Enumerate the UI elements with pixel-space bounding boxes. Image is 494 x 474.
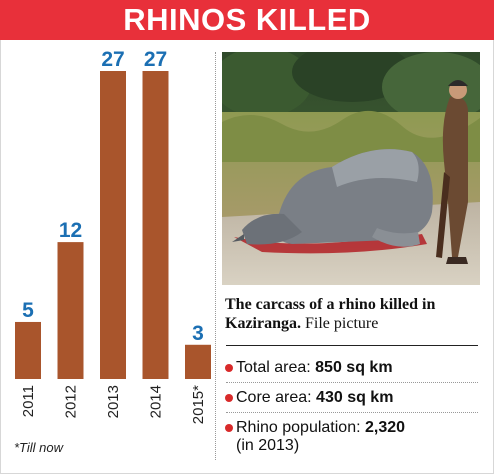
- fact-value: 2,320: [364, 419, 406, 436]
- bar-2013: [100, 71, 126, 379]
- caption-regular: File picture: [301, 315, 379, 332]
- photo-caption: The carcass of a rhino killed in Kaziran…: [225, 295, 480, 333]
- fact-rhino-population: Rhino population: 2,320 (in 2013): [225, 419, 486, 455]
- x-tick-labels-group: 2011 2012 2013 2014 2015*: [20, 385, 207, 424]
- rhino-carcass-photo: [222, 52, 480, 285]
- value-label-2014: 27: [144, 48, 167, 71]
- caption-bold: The carcass of a rhino killed in Kaziran…: [225, 296, 436, 332]
- fact-divider: [226, 412, 478, 413]
- fact-divider: [226, 382, 478, 383]
- x-tick-label-2011: 2011: [20, 385, 37, 417]
- fact-label: Rhino population:: [236, 419, 365, 436]
- value-labels-group: 5 12 27 27 3: [22, 48, 204, 345]
- x-tick-label-2014: 2014: [148, 385, 165, 418]
- value-label-2013: 27: [101, 48, 124, 71]
- footnote: *Till now: [14, 440, 64, 455]
- divider-line: [215, 52, 216, 460]
- value-label-2011: 5: [22, 299, 34, 322]
- fact-label: Total area:: [236, 359, 316, 376]
- x-tick-label-2015*: 2015*: [190, 385, 207, 424]
- bar-chart: 5 12 27 27 3 2011 2012 2013 2014 2015*: [15, 48, 211, 424]
- bars-group: [15, 71, 211, 379]
- x-tick-label-2012: 2012: [63, 385, 80, 418]
- fact-value: 850 sq km: [315, 359, 393, 376]
- bar-2011: [15, 321, 41, 379]
- title-banner: RHINOS KILLED: [0, 0, 494, 40]
- value-label-2015*: 3: [192, 322, 204, 345]
- fact-label: Core area:: [236, 389, 317, 406]
- bar-2015*: [185, 344, 211, 379]
- fact-core-area: Core area: 430 sq km: [225, 389, 486, 407]
- bar-2012: [57, 242, 84, 379]
- value-label-2012: 12: [59, 219, 82, 242]
- fact-extra: (in 2013): [236, 437, 300, 454]
- bullet-dot-icon: [225, 424, 233, 432]
- bar-2014: [142, 71, 169, 379]
- caption-underline: [226, 345, 478, 346]
- fact-total-area: Total area: 850 sq km: [225, 359, 486, 377]
- bullet-dot-icon: [225, 394, 233, 402]
- x-tick-label-2013: 2013: [105, 385, 122, 418]
- bullet-dot-icon: [225, 364, 233, 372]
- fact-value: 430 sq km: [316, 389, 394, 406]
